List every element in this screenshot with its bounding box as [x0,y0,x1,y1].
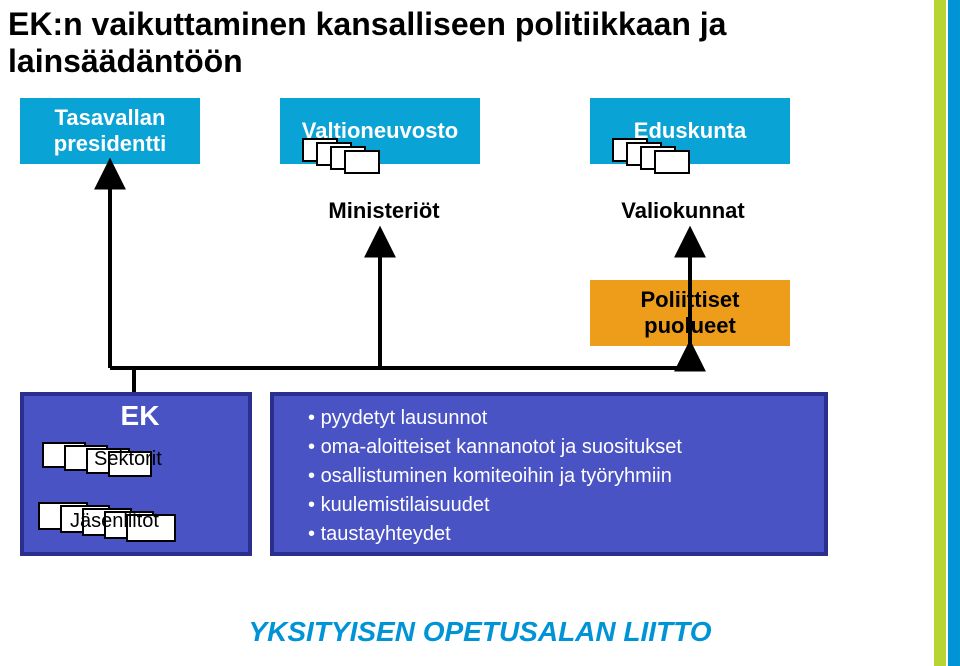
box-president: Tasavallan presidentti [20,98,200,164]
sidebar-accent-right [948,0,960,666]
label-jasenliitot: Jäsenliitot [70,510,159,533]
sidebar-accent-left [934,0,946,666]
page-title: EK:n vaikuttaminen kansalliseen politiik… [8,6,726,80]
cardstack-valtioneuvosto [302,138,380,174]
label-valiokunnat: Valiokunnat [608,198,758,224]
ek-container: EK Sektorit Jäsenliitot [20,392,252,556]
bullet-item: kuulemistilaisuudet [308,491,682,520]
side-bars [932,0,960,666]
stack-card [344,150,380,174]
president-line2: presidentti [54,131,166,156]
footer: YKSITYISEN OPETUSALAN LIITTO [0,616,960,648]
label-sektorit: Sektorit [94,448,162,471]
ek-title: EK [24,400,256,432]
stack-card [654,150,690,174]
puolueet-line2: puolueet [644,313,736,338]
puolueet-line1: Poliittiset [640,287,739,312]
label-ministeriot: Ministeriöt [314,198,454,224]
title-line2: lainsäädäntöön [8,43,243,79]
bullet-item: oma-aloitteiset kannanotot ja suositukse… [308,433,682,462]
president-line1: Tasavallan [55,105,166,130]
page: EK:n vaikuttaminen kansalliseen politiik… [0,0,960,666]
bullet-item: pyydetyt lausunnot [308,404,682,433]
cardstack-eduskunta [612,138,690,174]
title-line1: EK:n vaikuttaminen kansalliseen politiik… [8,6,726,42]
bullet-list: pyydetyt lausunnotoma-aloitteiset kannan… [308,404,682,549]
bullet-item: osallistuminen komiteoihin ja työryhmiin [308,462,682,491]
box-puolueet: Poliittiset puolueet [590,280,790,346]
bullet-item: taustayhteydet [308,520,682,549]
